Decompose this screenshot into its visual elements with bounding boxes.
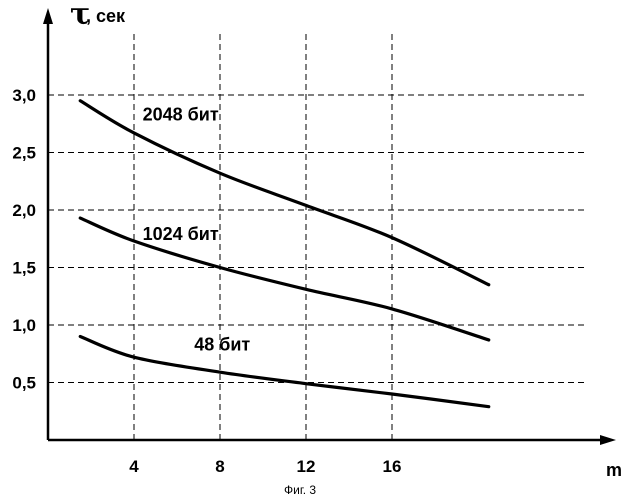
series-label: 48 бит (194, 334, 250, 354)
y-tick-label: 3,0 (12, 86, 36, 105)
series-labels: 2048 бит 1024 бит 48 бит (143, 104, 251, 354)
axes (43, 8, 616, 445)
grid (48, 30, 585, 440)
x-tick-labels: 4 8 12 16 (129, 457, 401, 476)
y-tick-label: 1,0 (12, 316, 36, 335)
series-label: 2048 бит (143, 104, 219, 124)
series-line (80, 218, 489, 340)
x-tick-label: 16 (383, 457, 402, 476)
x-axis-label: m (606, 460, 622, 480)
y-axis-arrow (43, 8, 53, 24)
y-tick-labels: 0,5 1,0 1,5 2,0 2,5 3,0 (12, 86, 36, 393)
series-line (80, 337, 489, 407)
y-tick-label: 2,5 (12, 144, 36, 163)
x-tick-label: 8 (215, 457, 224, 476)
figure-caption: Фиг. 3 (284, 483, 316, 497)
x-tick-label: 12 (297, 457, 316, 476)
series-line (80, 101, 489, 285)
x-axis-arrow (600, 435, 616, 445)
series-lines (80, 101, 489, 407)
y-tick-label: 2,0 (12, 201, 36, 220)
series-label: 1024 бит (143, 224, 219, 244)
y-tick-label: 1,5 (12, 259, 36, 278)
y-tick-label: 0,5 (12, 374, 36, 393)
x-tick-label: 4 (129, 457, 139, 476)
y-axis-unit: , сек (86, 6, 126, 26)
